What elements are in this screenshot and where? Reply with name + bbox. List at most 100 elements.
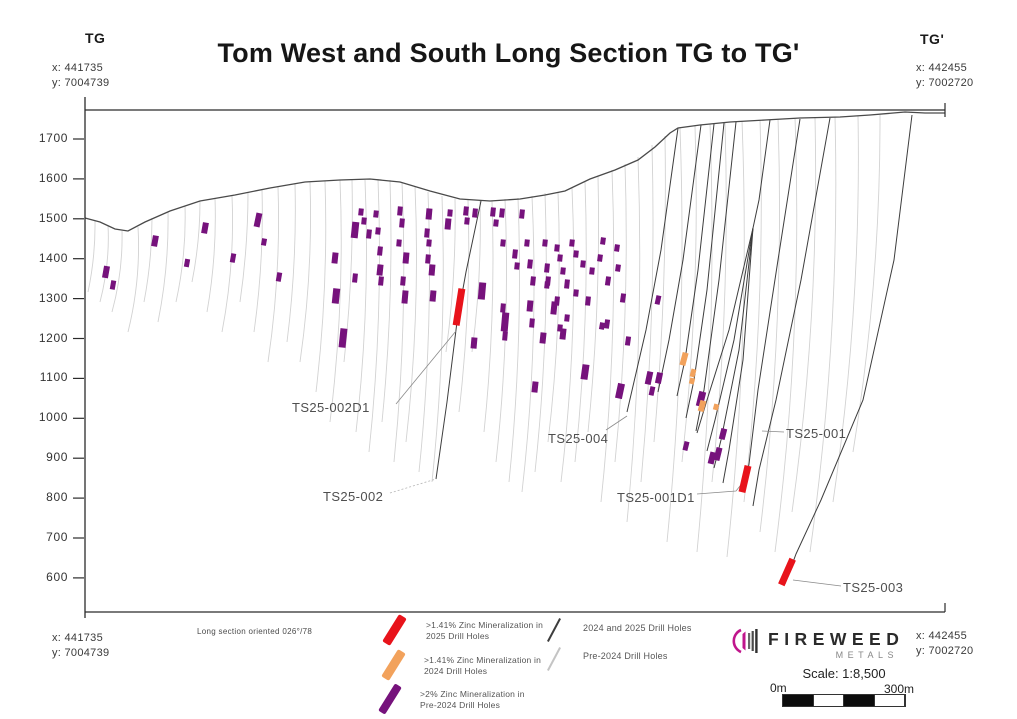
- pre-2024-drill-hole-trace: [626, 156, 641, 523]
- zinc-intercept-pre2024: [229, 253, 237, 263]
- zinc-intercept-2024: [697, 399, 707, 413]
- legend-label-drillholes-old: Pre-2024 Drill Holes: [583, 651, 668, 661]
- zinc-intercept-pre2024: [424, 228, 430, 238]
- pre-2024-drill-hole-trace: [127, 226, 140, 333]
- zinc-intercept-pre2024: [559, 328, 567, 340]
- drill-hole-trace-2024-2025: [657, 124, 702, 393]
- legend-label-pre2024-line1: >2% Zinc Mineralization in: [420, 689, 525, 699]
- hole-label-leader-line: [389, 478, 437, 494]
- pre-2024-drill-hole-trace: [239, 191, 249, 303]
- pre-2024-drill-hole-trace: [791, 117, 817, 513]
- zinc-intercept-pre2024: [463, 206, 469, 216]
- pre-2024-drill-hole-trace: [286, 183, 296, 343]
- zinc-intercept-2024: [688, 377, 696, 385]
- elevation-tick-label: 1400: [38, 250, 68, 265]
- zinc-intercept-pre2024: [493, 219, 499, 227]
- zinc-intercept-pre2024: [428, 264, 436, 276]
- zinc-intercept-pre2024: [624, 336, 632, 346]
- zinc-intercept-pre2024: [109, 280, 117, 290]
- zinc-intercept-pre2024: [425, 208, 433, 220]
- footer-left-coordinate-y: y: 7004739: [52, 647, 110, 659]
- legend-label-2024: >1.41% Zinc Mineralization in 2024 Drill…: [424, 655, 541, 677]
- zinc-intercept-2025: [738, 465, 752, 493]
- zinc-intercept-pre2024: [151, 235, 159, 247]
- legend-label-2025-line2: 2025 Drill Holes: [426, 631, 490, 641]
- zinc-intercept-pre2024: [527, 259, 533, 269]
- zinc-intercept-pre2024: [500, 303, 506, 313]
- zinc-intercept-pre2024: [512, 249, 518, 259]
- pre-2024-drill-hole-trace: [368, 178, 380, 453]
- elevation-tick-label: 1500: [38, 210, 68, 225]
- zinc-intercept-pre2024: [524, 239, 530, 247]
- footer-left-coordinate-x: x: 441735: [52, 632, 104, 644]
- scale-bar-segment: [812, 695, 844, 706]
- tg-prime-coordinate-x: x: 442455: [916, 62, 968, 74]
- pre-2024-drill-hole-trace: [696, 123, 713, 553]
- pre-2024-drill-hole-trace: [726, 120, 745, 558]
- zinc-intercept-pre2024: [352, 273, 358, 283]
- zinc-intercept-pre2024: [550, 301, 558, 315]
- tg-prime-coordinate-y: y: 7002720: [916, 77, 974, 89]
- zinc-intercept-pre2024: [544, 281, 550, 289]
- scalebar-zero-label: 0m: [770, 681, 787, 695]
- page-title: Tom West and South Long Section TG to TG…: [217, 38, 800, 68]
- zinc-intercept-pre2024: [102, 265, 110, 279]
- zinc-intercept-pre2024: [500, 239, 506, 247]
- drill-hole-trace-2024-2025: [722, 227, 754, 484]
- elevation-tick-label: 1700: [38, 131, 68, 145]
- pre-2024-drill-hole-trace: [832, 115, 859, 503]
- zinc-intercept-pre2024: [361, 217, 367, 225]
- drill-hole-trace-2024-2025: [706, 227, 754, 452]
- section-marker-tg-prime: TG': [920, 31, 945, 47]
- drill-hole-label: TS25-002: [323, 489, 384, 504]
- zinc-intercept-pre2024: [619, 293, 627, 303]
- elevation-tick-label: 700: [46, 530, 68, 544]
- pre-2024-drill-hole-trace: [614, 163, 627, 463]
- zinc-intercept-pre2024: [564, 279, 570, 289]
- hole-label-leader-line: [605, 415, 628, 431]
- pre-2024-drill-hole-trace: [547, 191, 560, 443]
- pre-2024-drill-hole-trace: [191, 200, 201, 283]
- drill-hole-label: TS25-003: [843, 580, 904, 595]
- pre-2024-drill-hole-trace: [381, 179, 392, 423]
- pre-2024-drill-hole-trace: [157, 211, 169, 323]
- zinc-intercept-pre2024: [447, 209, 453, 217]
- zinc-intercept-pre2024: [585, 296, 591, 306]
- elevation-tick-label: 900: [46, 450, 68, 465]
- zinc-intercept-pre2024: [444, 218, 452, 230]
- pre-2024-drill-hole-trace: [560, 187, 575, 483]
- drill-hole-trace-2024-2025: [685, 122, 725, 419]
- pre-2024-drill-hole-trace: [393, 181, 405, 463]
- pre-2024-drill-hole-trace: [471, 200, 481, 353]
- elevation-tick-label: 1200: [38, 330, 68, 345]
- pre-2024-drill-hole-trace: [221, 195, 234, 333]
- pre-2024-drill-hole-trace: [299, 181, 312, 363]
- zinc-intercept-pre2024: [589, 267, 595, 275]
- zinc-intercept-pre2024: [397, 206, 403, 216]
- pre-2024-drill-hole-trace: [405, 185, 417, 443]
- tg-coordinate-y: y: 7004739: [52, 77, 110, 89]
- zinc-intercept-pre2024: [331, 288, 341, 304]
- pre-2024-drill-hole-trace: [666, 127, 683, 543]
- drill-hole-trace-2024-2025: [695, 121, 737, 432]
- pre-2024-drill-hole-trace: [534, 192, 547, 473]
- zinc-intercept-pre2024: [615, 382, 625, 400]
- drill-hole-trace-2024-2025: [752, 119, 771, 229]
- zinc-intercept-pre2024: [707, 451, 717, 465]
- zinc-intercept-pre2024: [377, 246, 383, 256]
- zinc-intercept-pre2024: [331, 252, 339, 264]
- drill-hole-trace-2024-2025: [752, 117, 831, 507]
- hole-label-leader-line: [696, 480, 745, 495]
- drill-hole-trace-2024-2025: [784, 114, 913, 585]
- pre-2024-drill-hole-trace: [445, 198, 456, 353]
- pre-2024-drill-hole-trace: [253, 189, 263, 333]
- zinc-intercept-pre2024: [529, 318, 535, 328]
- hole-label-leader-line: [395, 330, 457, 405]
- legend-label-pre2024: >2% Zinc Mineralization in Pre-2024 Dril…: [420, 689, 525, 711]
- zinc-intercept-pre2024: [573, 289, 579, 297]
- pre-2024-drill-hole-trace: [431, 195, 444, 483]
- zinc-intercept-2025: [452, 288, 466, 326]
- legend-label-2025: >1.41% Zinc Mineralization in 2025 Drill…: [426, 620, 543, 642]
- zinc-intercept-pre2024: [253, 212, 263, 228]
- hole-label-leader-line: [761, 430, 785, 433]
